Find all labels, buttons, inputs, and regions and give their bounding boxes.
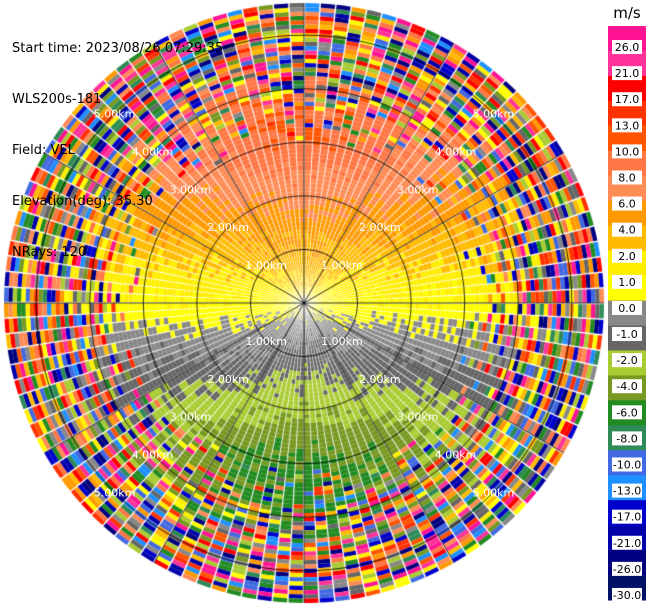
- colorbar-label-bg: [612, 561, 642, 576]
- colorbar-label-bg: [612, 196, 642, 211]
- range-ring-label: 4.00km: [435, 449, 477, 462]
- info-panel: Start time: 2023/08/26 07:29:35 WLS200s-…: [12, 6, 223, 278]
- colorbar-tick-label: 4.0: [618, 224, 636, 237]
- range-ring-label: 4.00km: [132, 449, 174, 462]
- colorbar-label-bg: [612, 483, 642, 498]
- colorbar-label-bg: [612, 274, 642, 289]
- range-ring-label: 5.00km: [94, 108, 136, 121]
- range-ring-label: 3.00km: [170, 183, 212, 196]
- range-ring-labels: 1.00km 1.00km 1.00km 1.00km 2.00km 2.00km 2.00…: [94, 108, 514, 500]
- colorbar-label-bg: [612, 535, 642, 550]
- range-ring-label: 5.00km: [473, 108, 515, 121]
- colorbar-tick-label: -10.0: [613, 459, 641, 472]
- colorbar-tick-label: 1.0: [618, 276, 636, 289]
- colorbar-label-bg: [612, 353, 642, 368]
- range-ring-label: 2.00km: [207, 373, 249, 386]
- colorbar-tick-label: 6.0: [618, 198, 636, 211]
- colorbar-label-bg: [612, 222, 642, 237]
- range-ring-label: 2.00km: [207, 221, 249, 234]
- colorbar-tick-label: -30.0: [613, 589, 641, 602]
- start-time-text: Start time: 2023/08/26 07:29:35: [12, 41, 224, 56]
- colorbar-unit: m/s: [613, 4, 641, 22]
- range-ring-label: 5.00km: [473, 486, 515, 499]
- colorbar-label-bg: [612, 327, 642, 342]
- range-ring-label: 4.00km: [132, 145, 174, 158]
- colorbar-label-bg: [612, 118, 642, 133]
- colorbar-label-bg: [612, 587, 642, 602]
- colorbar-label-bg: [612, 509, 642, 524]
- range-ring-label: 1.00km: [321, 259, 363, 272]
- colorbar-tick-label: -17.0: [613, 511, 641, 524]
- colorbar-tick-label: 0.0: [618, 302, 636, 315]
- range-ring-label: 4.00km: [435, 145, 477, 158]
- field-text: Field: VEL: [12, 143, 75, 158]
- colorbar-label-bg: [612, 379, 642, 394]
- colorbar-tick-label: -1.0: [616, 328, 637, 341]
- range-ring-label: 1.00km: [321, 335, 363, 348]
- range-ring-label: 3.00km: [397, 183, 439, 196]
- colorbar-label-bg: [612, 40, 642, 55]
- colorbar-label-bg: [612, 457, 642, 472]
- colorbar-label-bg: [612, 144, 642, 159]
- colorbar-label-bg: [612, 170, 642, 185]
- range-ring-label: 1.00km: [245, 259, 287, 272]
- instrument-text: WLS200s-181: [12, 92, 102, 107]
- range-ring-label: 1.00km: [245, 335, 287, 348]
- colorbar-label-bg: [612, 66, 642, 81]
- colorbar-tick-label: 10.0: [615, 145, 640, 158]
- colorbar-label-bg: [612, 92, 642, 107]
- colorbar-tick-label: 17.0: [615, 93, 640, 106]
- range-ring-label: 3.00km: [397, 411, 439, 424]
- nrays-text: NRays: 120: [12, 245, 87, 260]
- colorbar-tick-label: -8.0: [616, 432, 637, 445]
- elevation-text: Elevation(deg): 35.30: [12, 194, 153, 209]
- range-ring-label: 2.00km: [359, 373, 401, 386]
- colorbar-label-bg: [612, 300, 642, 315]
- colorbar-tick-label: 26.0: [615, 41, 640, 54]
- colorbar-tick-label: -6.0: [616, 406, 637, 419]
- colorbar-label-bg: [612, 431, 642, 446]
- colorbar-tick-label: -21.0: [613, 537, 641, 550]
- colorbar-tick-label: -13.0: [613, 485, 641, 498]
- colorbar: 26.0 21.0 17.0 13.0 10.0 8.0 6.0 4.0 2.0 1.0 0.0 -1…: [608, 4, 646, 602]
- colorbar-tick-label: -26.0: [613, 563, 641, 576]
- colorbar-label-bg: [612, 248, 642, 263]
- range-ring-label: 5.00km: [94, 486, 136, 499]
- colorbar-tick-label: 13.0: [615, 119, 640, 132]
- colorbar-tick-label: 8.0: [618, 172, 636, 185]
- colorbar-label-bg: [612, 405, 642, 420]
- range-ring-label: 2.00km: [359, 221, 401, 234]
- colorbar-tick-label: -2.0: [616, 354, 637, 367]
- range-ring-label: 3.00km: [170, 411, 212, 424]
- colorbar-tick-label: 2.0: [618, 250, 636, 263]
- colorbar-tick-label: 21.0: [615, 67, 640, 80]
- colorbar-tick-label: -4.0: [616, 380, 637, 393]
